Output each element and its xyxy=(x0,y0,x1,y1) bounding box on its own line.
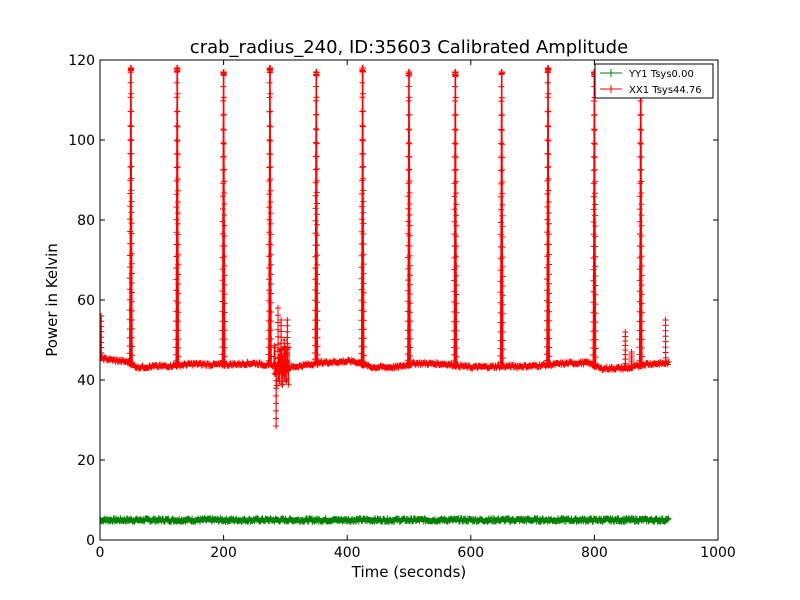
y-tick-label: 120 xyxy=(68,53,95,69)
legend-box xyxy=(594,63,714,99)
legend-label-xx1: XX1 Tsys44.76 xyxy=(629,85,702,96)
y-tick-label: 40 xyxy=(77,373,95,389)
y-tick-label: 100 xyxy=(68,133,95,149)
x-axis-label: Time (seconds) xyxy=(351,563,467,581)
y-tick-label: 0 xyxy=(86,533,95,549)
legend: YY1 Tsys0.00 XX1 Tsys44.76 xyxy=(594,63,714,99)
y-tick-label: 20 xyxy=(77,453,95,469)
series-layer xyxy=(100,65,672,525)
x-tick-label: 600 xyxy=(457,545,484,561)
legend-marker-xx1 xyxy=(607,85,615,93)
chart-title: crab_radius_240, ID:35603 Calibrated Amp… xyxy=(190,37,628,58)
x-tick-label: 400 xyxy=(334,545,361,561)
x-tick-label: 1000 xyxy=(700,545,736,561)
legend-marker-yy1 xyxy=(607,69,615,77)
x-tick-label: 200 xyxy=(210,545,237,561)
x-tick-label: 0 xyxy=(96,545,105,561)
y-axis-label: Power in Kelvin xyxy=(43,243,61,357)
y-tick-label: 80 xyxy=(77,213,95,229)
legend-label-yy1: YY1 Tsys0.00 xyxy=(628,69,694,80)
series-yy1-markers xyxy=(100,515,672,525)
series-xx1-markers xyxy=(100,65,672,429)
x-tick-label: 800 xyxy=(581,545,608,561)
ticks-layer: 0 200 400 600 800 1000 0 20 40 60 80 100 120 xyxy=(68,53,736,561)
y-tick-label: 60 xyxy=(77,293,95,309)
